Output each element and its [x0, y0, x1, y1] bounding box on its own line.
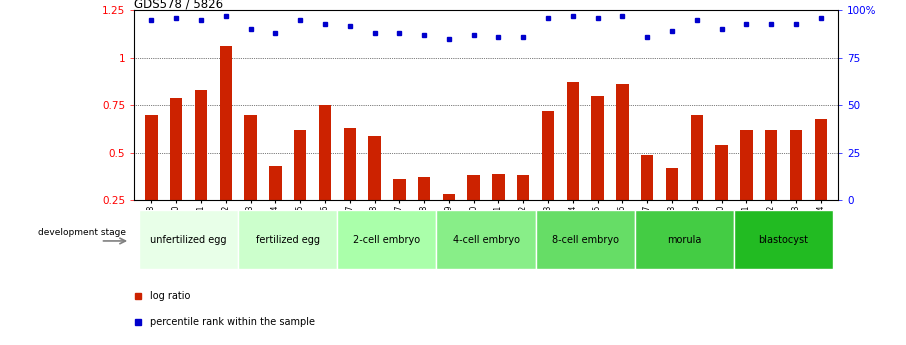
Bar	[542, 111, 554, 200]
Bar	[269, 166, 282, 200]
Bar	[592, 96, 603, 200]
Bar	[641, 155, 653, 200]
Text: percentile rank within the sample: percentile rank within the sample	[149, 317, 314, 327]
Bar	[535, 210, 635, 269]
Text: GDS578 / 5826: GDS578 / 5826	[134, 0, 223, 10]
Bar	[790, 130, 802, 200]
Bar	[145, 115, 158, 200]
Bar	[294, 130, 306, 200]
Bar	[690, 115, 703, 200]
Bar	[716, 145, 728, 200]
Bar	[238, 210, 337, 269]
Bar	[393, 179, 406, 200]
Bar	[616, 85, 629, 200]
Bar	[319, 105, 332, 200]
Text: morula: morula	[667, 235, 701, 245]
Bar	[517, 175, 529, 200]
Bar	[418, 177, 430, 200]
Text: fertilized egg: fertilized egg	[255, 235, 320, 245]
Bar	[740, 130, 753, 200]
Bar	[245, 115, 256, 200]
Bar	[219, 47, 232, 200]
Text: unfertilized egg: unfertilized egg	[150, 235, 226, 245]
Bar	[369, 136, 381, 200]
Text: 8-cell embryo: 8-cell embryo	[552, 235, 619, 245]
Bar	[765, 130, 777, 200]
Text: 4-cell embryo: 4-cell embryo	[453, 235, 519, 245]
Bar	[666, 168, 679, 200]
Bar	[337, 210, 437, 269]
Bar	[492, 174, 505, 200]
Bar	[566, 82, 579, 200]
Bar	[734, 210, 834, 269]
Bar	[814, 119, 827, 200]
Bar	[343, 128, 356, 200]
Bar	[635, 210, 734, 269]
Text: development stage: development stage	[37, 228, 126, 237]
Bar	[170, 98, 182, 200]
Bar	[437, 210, 535, 269]
Bar	[195, 90, 207, 200]
Bar	[467, 175, 480, 200]
Text: blastocyst: blastocyst	[758, 235, 808, 245]
Bar	[443, 195, 455, 200]
Bar	[139, 210, 238, 269]
Text: 2-cell embryo: 2-cell embryo	[353, 235, 420, 245]
Text: log ratio: log ratio	[149, 291, 190, 301]
